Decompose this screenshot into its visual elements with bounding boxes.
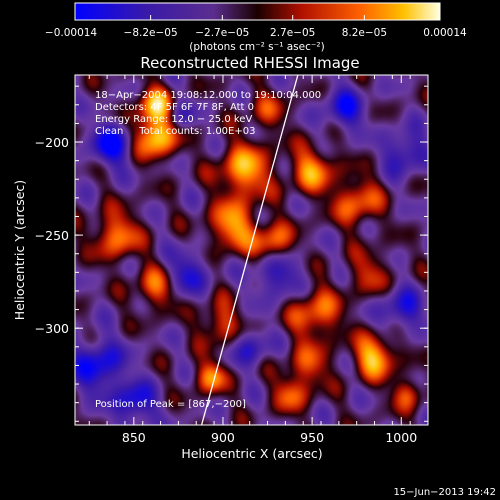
peak-position-label: Position of Peak = [867,−200]	[95, 399, 246, 410]
colorbar-tick-label: −0.00014	[45, 27, 98, 39]
x-tick-label: 850	[122, 430, 146, 445]
colorbar-tick-label: 2.7e−05	[270, 27, 315, 39]
solar-limb-line	[200, 75, 299, 425]
x-tick-label: 950	[300, 430, 324, 445]
axis-ticks: 850 900 950 1000 −200 −250 −300	[35, 75, 428, 445]
y-axis-label: Heliocentric Y (arcsec)	[12, 180, 27, 320]
x-tick-label: 900	[211, 430, 235, 445]
y-tick-label: −250	[35, 228, 69, 243]
colorbar-tick-label: 0.00014	[423, 27, 467, 39]
colorbar-tick-label: −2.7e−05	[195, 27, 249, 39]
colorbar-units: (photons cm⁻² s⁻¹ asec⁻²)	[189, 41, 324, 53]
colorbar-ticks: −0.00014 −8.2e−05 −2.7e−05 2.7e−05 8.2e−05 0.…	[45, 15, 467, 39]
footer-timestamp: 15−Jun−2013 19:42	[393, 487, 496, 498]
annotation-time-range: 18−Apr−2004 19:08:12.000 to 19:10:04.000	[95, 90, 321, 101]
heatmap-image	[75, 75, 428, 425]
chart-title: Reconstructed RHESSI Image	[140, 54, 359, 72]
y-tick-label: −300	[35, 321, 69, 336]
y-tick-label: −200	[35, 135, 69, 150]
colorbar: −0.00014 −8.2e−05 −2.7e−05 2.7e−05 8.2e−05 0.…	[45, 2, 467, 53]
colorbar-gradient	[74, 2, 441, 21]
colorbar-tick-label: 8.2e−05	[342, 27, 387, 39]
annotation-total-counts: Clean Total counts: 1.00E+03	[95, 126, 255, 137]
x-axis-label: Heliocentric X (arcsec)	[181, 446, 322, 461]
plot-frame	[74, 74, 429, 426]
annotation-energy-range: Energy Range: 12.0 − 25.0 keV	[95, 114, 252, 125]
x-tick-label: 1000	[385, 430, 417, 445]
colorbar-tick-label: −8.2e−05	[124, 27, 178, 39]
annotation-detectors: Detectors: 4F 5F 6F 7F 8F, Att 0	[95, 102, 254, 113]
annotation-block: 18−Apr−2004 19:08:12.000 to 19:10:04.000…	[95, 90, 321, 137]
